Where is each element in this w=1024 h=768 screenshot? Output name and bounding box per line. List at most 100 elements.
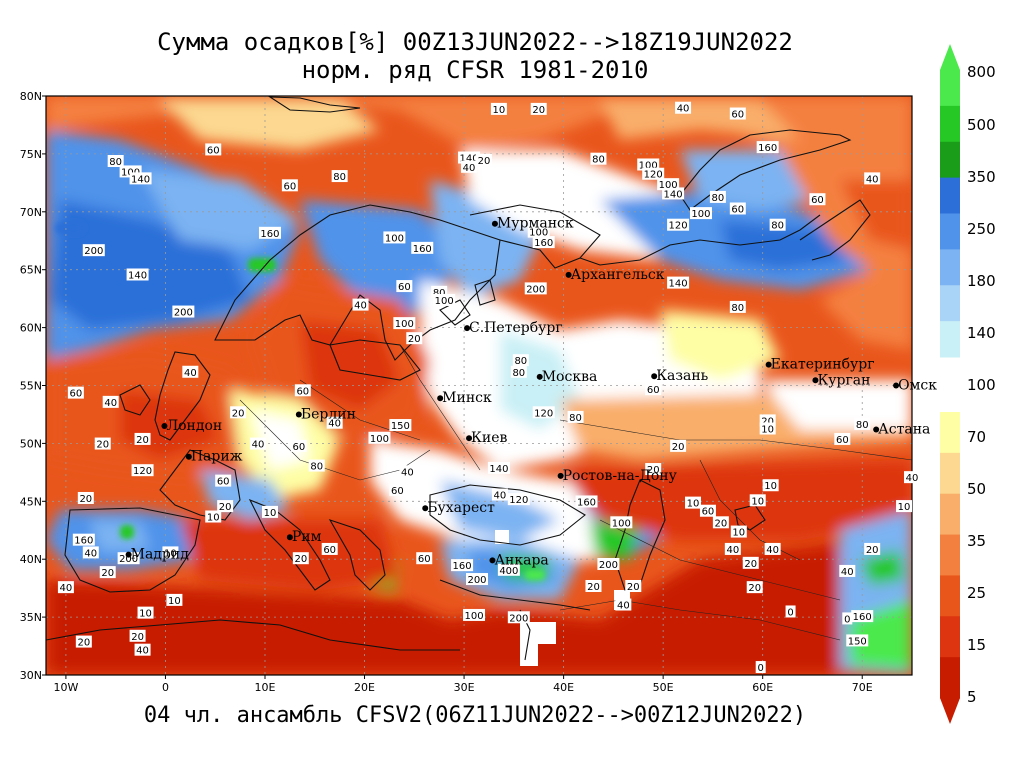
contour-value: 60 [69,389,82,400]
contour-label-bg [769,218,786,231]
contour-value: 100 [385,233,404,244]
contour-label-bg [107,155,124,168]
contour-label-bg [699,504,716,517]
legend-swatch [940,493,960,536]
contour-label-bg [524,282,547,295]
contour-value: 40 [354,301,367,312]
contour-value: 120 [133,466,152,477]
contour-label-bg [77,491,94,504]
contour-value: 80 [109,157,122,168]
legend-swatch [940,616,960,658]
contour-label-bg [487,461,510,474]
contour-value: 60 [702,507,715,518]
contour-label-bg [785,605,796,618]
contour-value: 40 [766,545,779,556]
contour-value: 140 [131,174,150,185]
contour-label-bg [205,143,222,156]
contour-label-bg [321,542,338,555]
contour-value: 40 [494,491,507,502]
contour-value: 20 [136,435,149,446]
contour-label-bg [490,102,507,115]
contour-value: 100 [612,518,631,529]
legend-label: 350 [967,168,996,186]
contour-label-bg [729,107,746,120]
contour-label-bg [94,437,111,450]
contour-label-bg [667,276,690,289]
legend-label: 15 [967,636,986,654]
city-name: Москва [542,369,598,385]
contour-value: 10 [207,513,220,524]
lon-tick-label: 50E [653,681,674,694]
contour-value: 0 [844,614,850,625]
contour-value: 20 [744,559,757,570]
legend-label: 5 [967,688,977,706]
contour-value: 40 [252,440,265,451]
contour-value: 120 [644,170,663,181]
contour-label-bg [532,406,555,419]
contour-value: 40 [726,545,739,556]
ensemble-caption: 04 чл. ансамбль CFSV2(06Z11JUN2022-->00Z… [143,703,807,728]
contour-value: 40 [328,419,341,430]
contour-value: 40 [677,104,690,115]
contour-label-bg [497,563,520,576]
contour-value: 0 [787,607,793,618]
lon-tick-label: 40E [553,681,574,694]
contour-label-bg [129,172,152,185]
contour-value: 140 [489,464,508,475]
contour-label-bg [667,218,690,231]
contour-label-bg [217,500,234,513]
legend-label: 180 [967,272,996,290]
city-name: Ростов-на-Дону [563,468,678,484]
contour-value: 60 [836,435,849,446]
legend-label: 140 [967,324,996,342]
contour-label-bg [851,610,874,623]
contour-value: 160 [758,143,777,154]
lat-tick-label: 55N [20,380,42,393]
contour-label-bg [709,190,726,203]
city-name: Берлин [301,406,356,422]
city-name: Анкара [494,552,548,568]
contour-value: 20 [408,334,421,345]
contour-value: 20 [748,583,761,594]
contour-label-bg [575,495,598,508]
contour-value: 60 [207,145,220,156]
contour-value: 100 [639,160,658,171]
contour-value: 200 [119,554,138,565]
city-marker [466,435,473,442]
lat-tick-label: 45N [20,495,42,508]
city-marker [812,377,819,384]
contour-label-bg [292,552,309,565]
contour-label-bg [742,556,759,569]
city-marker [286,534,293,541]
city-marker [651,373,658,380]
legend-label: 25 [967,584,986,602]
city-name: Киев [471,430,507,446]
contour-label-bg [72,533,95,546]
legend-label: 35 [967,532,986,550]
contour-label-bg [597,557,620,570]
contour-value: 60 [284,181,297,192]
contour-label-bg [389,419,412,432]
city-name: Минск [442,390,492,406]
lat-tick-label: 50N [20,437,42,450]
contour-value: 20 [232,408,245,419]
contour-label-bg [904,471,920,484]
contour-value: 100 [529,228,548,239]
contour-value: 40 [60,583,73,594]
contour-label-bg [290,439,307,452]
contour-label-bg [458,151,481,164]
contour-label-bg [475,153,492,166]
contour-label-bg [461,160,478,173]
contour-value: 20 [866,545,879,556]
legend-swatch [940,105,960,143]
contour-label-bg [864,172,881,185]
city-marker [437,395,444,402]
contour-value: 10 [751,496,764,507]
city-name: Казань [656,368,708,384]
contour-label-bg [416,552,433,565]
contour-value: 200 [526,284,545,295]
city-name: Рим [292,529,322,545]
legend-swatch [940,412,960,454]
contour-label-bg [729,300,746,313]
contour-value: 20 [77,638,90,649]
